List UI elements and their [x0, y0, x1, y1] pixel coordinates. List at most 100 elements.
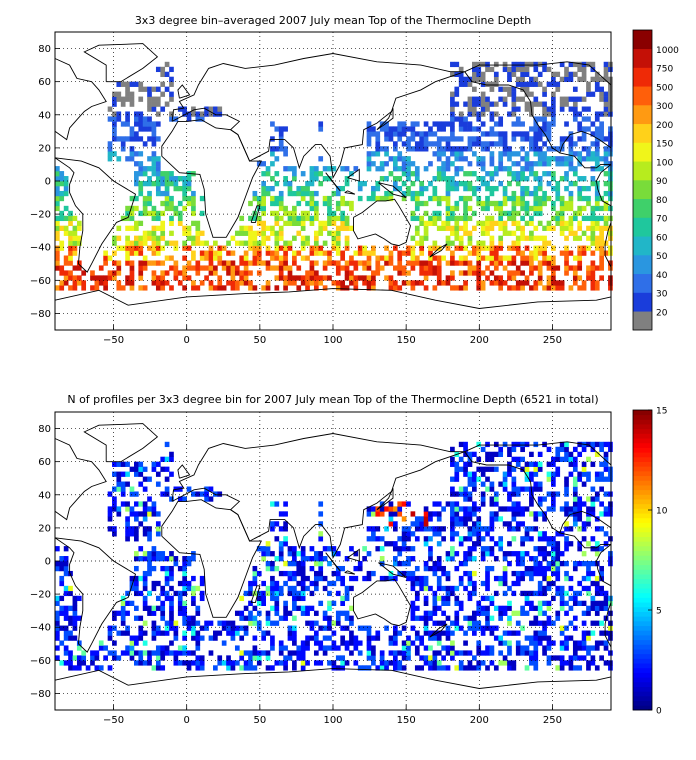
- grid-cell: [572, 640, 578, 646]
- grid-cell: [98, 640, 104, 646]
- grid-cell: [256, 215, 262, 222]
- grid-cell: [480, 96, 486, 102]
- grid-cell: [261, 171, 266, 177]
- grid-cell: [195, 220, 201, 226]
- grid-cell: [537, 116, 543, 122]
- colorbar-swatch: [633, 447, 652, 453]
- grid-cell: [406, 260, 411, 266]
- grid-cell: [476, 640, 482, 646]
- panel-profile-count: N of profiles per 3x3 degree bin for 200…: [30, 393, 668, 726]
- grid-cell: [489, 466, 495, 472]
- grid-cell: [608, 620, 613, 626]
- grid-cell: [529, 166, 534, 172]
- grid-cell: [300, 235, 306, 241]
- grid-cell: [480, 280, 486, 286]
- grid-cell: [489, 176, 495, 182]
- grid-cell: [335, 235, 341, 241]
- grid-cell: [278, 190, 284, 197]
- colorbar-swatch: [633, 583, 652, 589]
- grid-cell: [568, 461, 574, 467]
- grid-cell: [388, 250, 394, 256]
- grid-cell: [520, 176, 525, 182]
- grid-cell: [120, 285, 126, 291]
- grid-cell: [142, 486, 148, 492]
- grid-cell: [445, 146, 451, 152]
- grid-cell: [414, 516, 420, 522]
- grid-cell: [305, 605, 310, 611]
- grid-cell: [392, 546, 398, 552]
- grid-cell: [125, 91, 130, 97]
- colorbar-swatch: [633, 635, 652, 641]
- grid-cell: [432, 210, 438, 217]
- grid-cell: [498, 116, 504, 122]
- grid-cell: [489, 526, 495, 532]
- grid-cell: [441, 600, 446, 606]
- grid-cell: [489, 511, 495, 517]
- grid-cell: [423, 225, 429, 231]
- grid-cell: [322, 220, 328, 226]
- grid-cell: [441, 565, 446, 572]
- grid-cell: [476, 185, 482, 192]
- grid-cell: [217, 260, 223, 266]
- grid-cell: [353, 575, 359, 582]
- grid-cell: [551, 655, 556, 661]
- grid-cell: [551, 640, 556, 646]
- grid-cell: [230, 620, 236, 626]
- grid-cell: [603, 466, 609, 472]
- grid-cell: [142, 595, 148, 602]
- grid-cell: [353, 250, 359, 256]
- grid-cell: [472, 225, 477, 231]
- grid-cell: [305, 610, 310, 616]
- grid-cell: [559, 161, 565, 167]
- grid-cell: [577, 275, 583, 281]
- grid-cell: [151, 260, 157, 266]
- grid-cell: [564, 600, 569, 606]
- grid-cell: [432, 501, 438, 507]
- grid-cell: [572, 476, 578, 482]
- grid-cell: [173, 655, 179, 661]
- grid-cell: [177, 270, 183, 276]
- grid-cell: [221, 640, 227, 646]
- grid-cell: [441, 665, 446, 671]
- grid-cell: [169, 111, 174, 117]
- y-tick-label: −80: [30, 689, 51, 700]
- grid-cell: [217, 250, 223, 256]
- grid-cell: [300, 585, 306, 592]
- grid-cell: [581, 561, 587, 567]
- grid-cell: [410, 265, 416, 271]
- grid-cell: [81, 285, 87, 291]
- grid-cell: [55, 225, 60, 231]
- grid-cell: [366, 151, 372, 157]
- grid-cell: [414, 205, 420, 212]
- grid-cell: [199, 575, 205, 582]
- grid-cell: [603, 605, 609, 611]
- colorbar-swatch: [633, 705, 652, 711]
- grid-cell: [568, 76, 574, 82]
- grid-cell: [467, 126, 473, 132]
- grid-cell: [454, 171, 460, 177]
- grid-cell: [125, 600, 130, 606]
- grid-cell: [318, 551, 324, 557]
- grid-cell: [248, 620, 253, 626]
- grid-cell: [344, 181, 350, 187]
- grid-cell: [199, 240, 205, 246]
- grid-cell: [274, 580, 280, 587]
- grid-cell: [436, 595, 442, 602]
- grid-cell: [410, 640, 416, 646]
- grid-cell: [590, 66, 596, 73]
- grid-cell: [458, 195, 464, 202]
- grid-cell: [406, 250, 411, 256]
- grid-cell: [564, 546, 569, 552]
- grid-cell: [313, 556, 319, 562]
- grid-cell: [331, 630, 337, 636]
- grid-cell: [467, 240, 473, 246]
- grid-cell: [472, 556, 477, 562]
- grid-cell: [125, 255, 130, 261]
- grid-cell: [191, 625, 196, 631]
- grid-cell: [292, 556, 297, 562]
- grid-cell: [63, 610, 69, 616]
- grid-cell: [507, 275, 512, 281]
- grid-cell: [529, 255, 534, 261]
- grid-cell: [248, 650, 253, 656]
- grid-cell: [270, 161, 275, 167]
